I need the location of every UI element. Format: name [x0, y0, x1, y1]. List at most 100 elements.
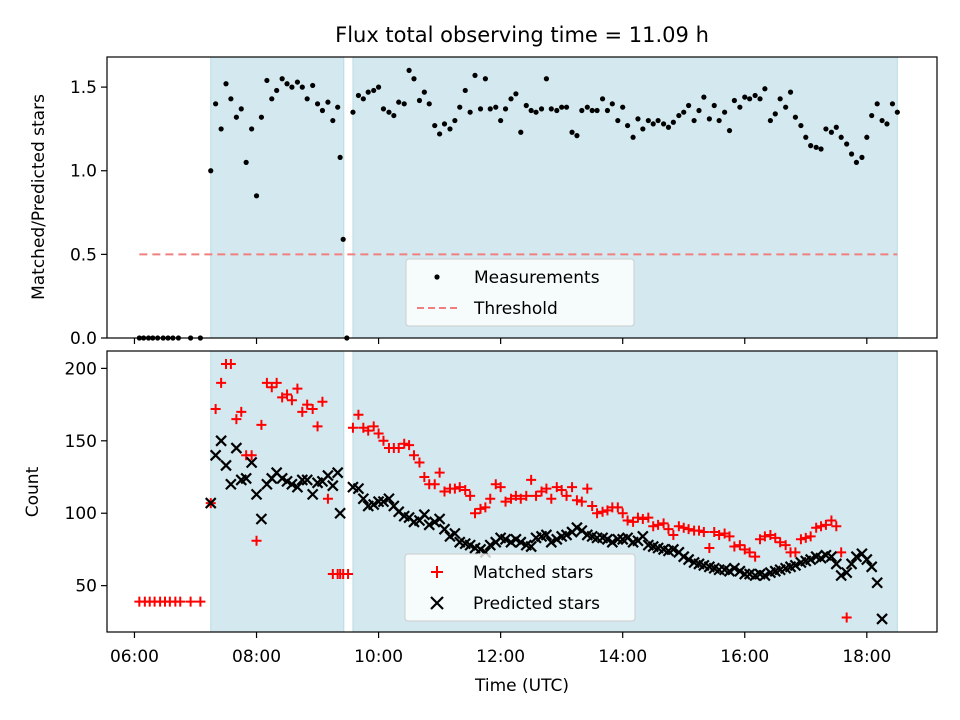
matched-star-point	[673, 521, 684, 532]
predicted-star-point	[865, 561, 878, 573]
measurement-point	[879, 117, 885, 124]
matched-star-point	[399, 438, 410, 449]
measurement-point	[401, 101, 407, 107]
measurement-point	[533, 109, 539, 115]
measurement-point	[208, 168, 214, 174]
measurement-point	[304, 96, 310, 102]
measurement-point	[742, 94, 748, 100]
measurement-point	[447, 126, 453, 132]
matched-star-point	[597, 506, 608, 517]
predicted-star-point	[352, 482, 365, 495]
measurement-point	[645, 117, 651, 124]
measurement-point	[716, 117, 722, 124]
bottom-shaded-interval-0	[210, 350, 345, 633]
measurement-point	[798, 122, 804, 129]
matched-star-point	[236, 406, 247, 417]
x-tick-label: 08:00	[232, 647, 281, 667]
matched-star-point	[795, 534, 806, 545]
predicted-star-point	[499, 533, 512, 546]
predicted-star-point	[560, 529, 573, 541]
x-tick-label: 06:00	[110, 647, 159, 667]
predicted-star-point	[377, 495, 390, 508]
predicted-star-point	[515, 536, 527, 548]
predicted-star-point	[245, 456, 258, 469]
matched-star-point	[185, 596, 196, 607]
measurement-point	[752, 92, 758, 99]
predicted-star-point	[331, 466, 344, 479]
matched-star-point	[343, 569, 354, 580]
matched-star-point	[612, 502, 623, 513]
top-x-ticks	[133, 338, 868, 344]
measurement-point	[508, 96, 514, 102]
measurement-point	[411, 76, 417, 82]
top-y-tick-label: 0.0	[70, 329, 97, 349]
measurement-point	[543, 76, 550, 82]
measurement-point	[783, 104, 789, 110]
measurement-point	[844, 141, 850, 147]
measurement-point	[604, 107, 611, 114]
measurement-point	[665, 124, 672, 130]
measurement-point	[457, 104, 463, 110]
matched-star-point	[286, 395, 297, 406]
predicted-star-point	[871, 576, 883, 589]
matched-star-point	[704, 542, 715, 553]
matched-star-point	[592, 508, 603, 519]
measurement-point	[731, 97, 737, 104]
legend-predicted-marker	[430, 596, 444, 610]
measurement-point	[213, 101, 219, 107]
measurement-point	[335, 104, 341, 110]
matched-star-point	[256, 419, 267, 430]
measurement-point	[416, 97, 423, 104]
predicted-star-point	[240, 472, 252, 485]
predicted-star-point	[845, 558, 858, 570]
measurement-point	[437, 131, 443, 137]
measurement-point	[518, 129, 524, 135]
matched-star-point	[531, 490, 542, 501]
measurement-point	[615, 117, 621, 124]
matched-star-point	[404, 440, 415, 451]
matched-star-point	[820, 519, 831, 530]
matched-star-point	[561, 490, 572, 501]
matched-star-point	[465, 490, 476, 501]
measurement-point	[538, 106, 545, 112]
predicted-star-point	[876, 613, 888, 625]
predicted-star-point	[789, 559, 802, 572]
matched-star-point	[587, 500, 598, 511]
predicted-star-point	[804, 553, 817, 566]
measurement-point	[584, 104, 590, 110]
measurement-point	[706, 116, 712, 122]
matched-star-point	[637, 514, 648, 525]
matched-star-point	[347, 422, 358, 433]
measurement-point	[493, 104, 499, 110]
measurement-point	[859, 154, 865, 160]
matched-star-point	[322, 493, 333, 504]
measurement-point	[482, 76, 488, 82]
measurement-point	[620, 104, 626, 110]
predicted-star-point	[230, 442, 243, 454]
matched-star-point	[800, 532, 811, 543]
matched-star-point	[500, 496, 511, 507]
top-panel: 0.0 0.5 1.0 1.5 Matched/Predicted stars Mea…	[29, 56, 938, 349]
predicted-star-point	[728, 562, 741, 575]
measurement-point	[337, 154, 343, 160]
measurement-point	[462, 87, 468, 94]
measurement-point	[523, 102, 529, 109]
measurement-point	[569, 129, 575, 135]
predicted-star-point	[433, 513, 446, 525]
predicted-star-point	[296, 474, 309, 486]
top-y-axis: 0.0 0.5 1.0 1.5	[70, 78, 107, 349]
matched-star-point	[317, 396, 328, 407]
matched-star-point	[312, 421, 323, 432]
measurement-point	[340, 236, 346, 242]
predicted-star-point	[372, 495, 385, 508]
measurement-point	[350, 109, 356, 115]
measurement-point	[279, 76, 285, 82]
predicted-star-point	[286, 478, 298, 491]
measurement-point	[355, 92, 362, 99]
measurement-point	[579, 107, 585, 114]
measurement-point	[833, 124, 839, 130]
matched-star-point	[841, 612, 852, 623]
measurement-point	[650, 121, 656, 127]
measurement-point	[574, 133, 580, 139]
